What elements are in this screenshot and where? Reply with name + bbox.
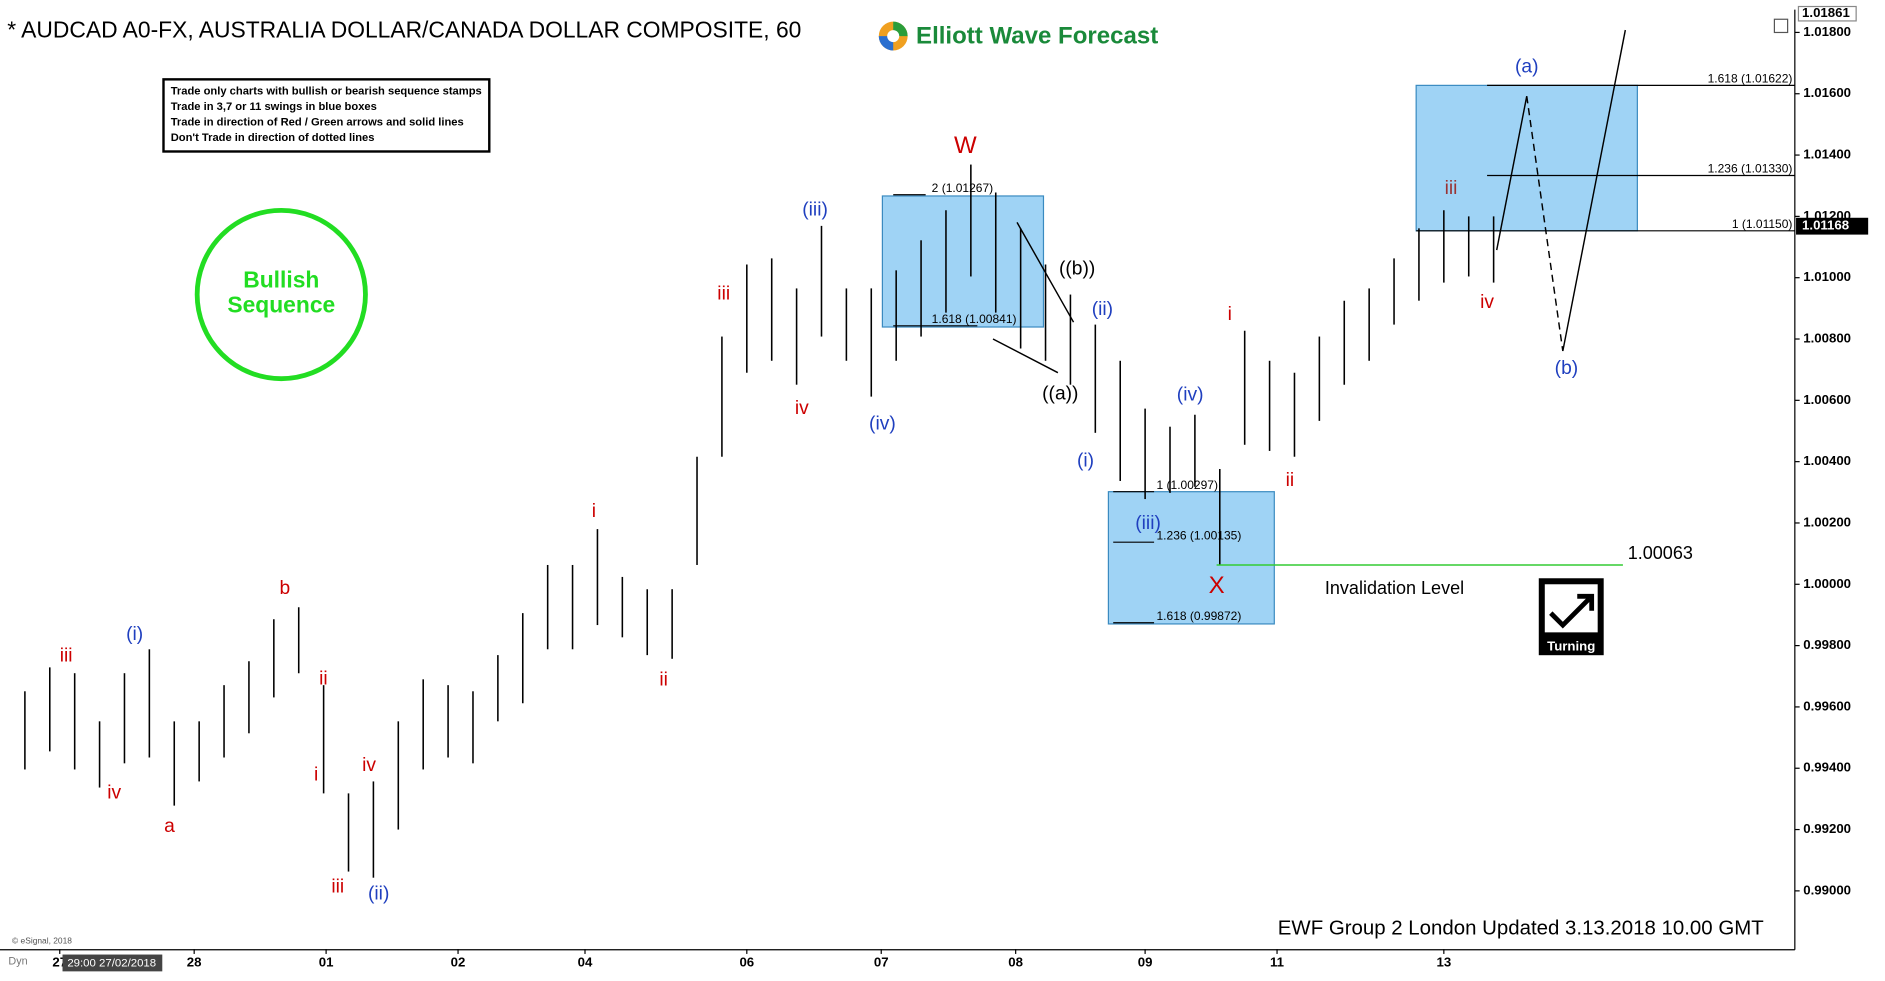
x-tick-label: 11: [1270, 954, 1284, 969]
wave-label: (iii): [802, 199, 828, 220]
fib-label: 1.236 (1.00135): [1156, 528, 1241, 542]
y-tick-label: 0.99800: [1803, 637, 1851, 652]
wave-label: iv: [362, 755, 376, 776]
turning-label: Turning: [1547, 638, 1595, 653]
x-tick-label: 07: [874, 954, 889, 969]
wave-label: i: [592, 501, 596, 522]
last-price-label: 1.01168: [1802, 218, 1849, 233]
rules-box: [162, 78, 491, 153]
fib-label: 1.618 (0.99872): [1156, 609, 1241, 623]
x-tick-label: 06: [739, 954, 754, 969]
brand: Elliott Wave Forecast: [916, 23, 1158, 50]
wave-label: (i): [126, 624, 143, 645]
stamp-text: Sequence: [227, 292, 335, 318]
fib-box: [881, 195, 1045, 328]
y-tick-label: 1.00000: [1803, 576, 1851, 591]
rule-line: Trade in 3,7 or 11 swings in blue boxes: [171, 101, 377, 113]
wave-label: (iii): [1135, 513, 1161, 534]
fib-label: 1.236 (1.01330): [1708, 162, 1793, 176]
wave-label: (a): [1515, 56, 1539, 77]
logo: Elliott Wave Forecast: [873, 14, 1177, 58]
wave-label: iii: [60, 645, 73, 666]
y-high-label: 1.01861: [1802, 5, 1850, 20]
y-high-box: [1797, 5, 1857, 22]
last-price-box: [1796, 217, 1869, 235]
stamp-text: Bullish: [243, 266, 319, 292]
y-tick-label: 1.01600: [1803, 85, 1851, 100]
y-tick-label: 1.01800: [1803, 24, 1851, 39]
window-button[interactable]: [1773, 18, 1789, 34]
x-tick-label: 08: [1008, 954, 1023, 969]
wave-label: b: [280, 578, 291, 599]
wave-label: iv: [795, 398, 809, 419]
fib-box: [1107, 491, 1275, 625]
wave-label: iv: [107, 783, 121, 804]
footer: EWF Group 2 London Updated 3.13.2018 10.…: [1278, 918, 1764, 940]
fib-label: 1 (1.01150): [1732, 217, 1793, 231]
wave-label: i: [314, 764, 318, 785]
rule-line: Trade only charts with bullish or bearis…: [171, 85, 482, 97]
chart-title: * AUDCAD A0-FX, AUSTRALIA DOLLAR/CANADA …: [7, 16, 801, 42]
wave-label: (ii): [368, 884, 389, 905]
wave-label: i: [1228, 304, 1232, 325]
fib-label: 1.618 (1.00841): [932, 312, 1017, 326]
wave-label: iii: [331, 876, 344, 897]
wave-label: ii: [319, 668, 328, 689]
x-tick-label: 28: [187, 954, 202, 969]
x-tick-label: 02: [451, 954, 466, 969]
wave-label: (iv): [869, 413, 896, 434]
wave-label: iii: [1445, 178, 1458, 199]
y-tick-label: 0.99000: [1803, 882, 1851, 897]
wave-label: ii: [659, 670, 668, 691]
fib-boxes: 2 (1.01267) 1.618 (1.00841) 1 (1.00297) 1.2…: [881, 72, 1795, 625]
mode-label: Dyn: [8, 956, 27, 968]
bullish-stamp: [194, 207, 368, 382]
wave-label: ((b)): [1059, 258, 1095, 279]
wave-label: ii: [1286, 470, 1295, 491]
y-tick-label: 1.00200: [1803, 514, 1851, 529]
copyright: © eSignal, 2018: [12, 936, 72, 946]
y-tick-label: 1.00400: [1803, 453, 1851, 468]
x-tick-label: 13: [1436, 954, 1451, 969]
y-tick-label: 1.01400: [1803, 147, 1851, 162]
x-tick-label: 04: [578, 954, 593, 969]
y-tick-label: 1.00800: [1803, 331, 1851, 346]
cursor-time: 29:00 27/02/2018: [67, 958, 156, 970]
fib-label: 2 (1.01267): [932, 181, 993, 195]
y-tick-label: 1.01000: [1803, 269, 1851, 284]
wave-label: iii: [717, 284, 730, 305]
x-tick-label: 09: [1138, 954, 1153, 969]
y-tick-label: 1.00600: [1803, 392, 1851, 407]
x-tick-label: 01: [319, 954, 334, 969]
fib-box: [1415, 84, 1638, 232]
wave-label: W: [954, 132, 977, 159]
wave-label: (b): [1555, 358, 1578, 379]
invalidation-label: Invalidation Level: [1325, 578, 1464, 598]
rule-line: Trade in direction of Red / Green arrows…: [171, 117, 464, 129]
wave-label: iv: [1480, 292, 1494, 313]
wave-label: (ii): [1092, 299, 1113, 320]
fib-label: 1 (1.00297): [1156, 478, 1217, 492]
fib-label: 1.618 (1.01622): [1708, 72, 1793, 86]
rule-line: Don't Trade in direction of dotted lines: [171, 132, 375, 144]
cursor-box: [62, 954, 163, 972]
wave-label: (i): [1077, 451, 1094, 472]
y-tick-label: 0.99600: [1803, 698, 1851, 713]
wave-label: ((a)): [1042, 383, 1078, 404]
wave-label: a: [164, 816, 175, 837]
wave-label: (iv): [1177, 385, 1204, 406]
wave-label: X: [1209, 572, 1225, 599]
y-tick-label: 0.99200: [1803, 821, 1851, 836]
y-tick-label: 0.99400: [1803, 760, 1851, 775]
turning-icon: Turning: [1538, 578, 1604, 656]
invalidation-value: 1.00063: [1628, 543, 1693, 563]
